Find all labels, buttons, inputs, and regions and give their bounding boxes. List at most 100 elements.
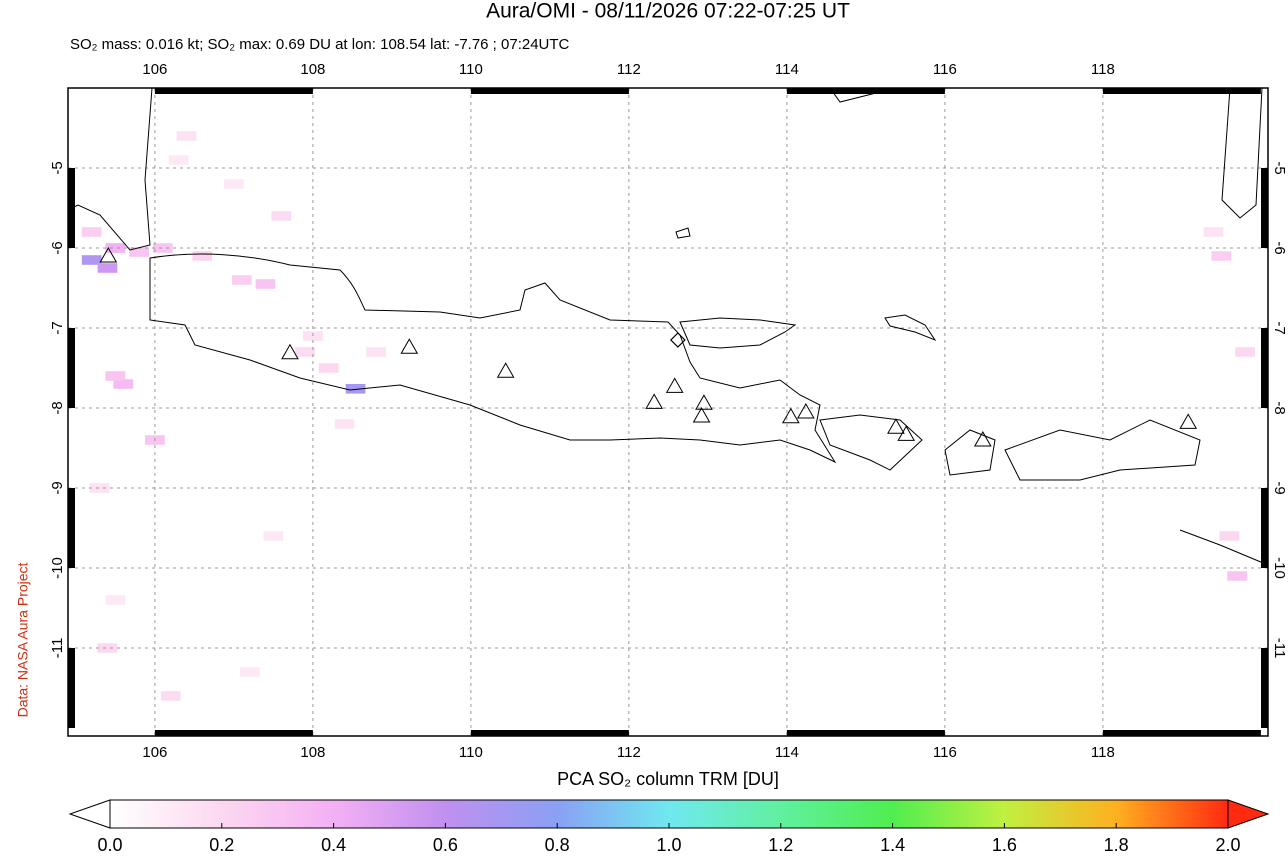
y-tick-label: -9	[49, 481, 66, 494]
so2-cell	[105, 595, 126, 605]
frame-bar	[786, 88, 945, 94]
y-tick-label: -7	[49, 321, 66, 334]
so2-cell	[366, 347, 386, 357]
colorbar-tick-label: 0.6	[433, 835, 458, 855]
colorbar-tick-label: 1.6	[992, 835, 1017, 855]
so2-cell	[295, 347, 315, 357]
colorbar-tick-label: 2.0	[1215, 835, 1240, 855]
volcano	[692, 406, 711, 423]
coastline	[149, 253, 837, 464]
frame-bar	[68, 168, 75, 248]
volcano	[665, 377, 684, 393]
x-tick-label: 112	[617, 61, 641, 78]
coastline	[944, 429, 996, 476]
so2-cell	[1227, 571, 1248, 581]
so2-cell	[152, 243, 173, 253]
frame-bar	[68, 648, 75, 728]
frame-bar	[68, 488, 75, 568]
so2-cell	[168, 155, 189, 165]
volcano	[400, 338, 419, 354]
x-tick-label: 116	[933, 744, 957, 761]
coastline	[884, 314, 937, 342]
y-tick-label: -8	[49, 401, 66, 414]
y-tick-label: -6	[49, 241, 66, 254]
markers	[99, 246, 1198, 447]
colorbar-tick-label: 1.8	[1104, 835, 1129, 855]
so2-cell	[239, 667, 260, 677]
colorbar-tick-label: 0.4	[321, 835, 346, 855]
so2-cell	[105, 371, 126, 381]
so2-cell	[345, 384, 366, 394]
colorbar-under	[68, 799, 111, 829]
frame-bar	[154, 730, 313, 736]
so2-cell	[224, 179, 244, 189]
so2-cell	[1219, 531, 1240, 541]
frame-bar	[154, 88, 313, 94]
volcano	[645, 393, 664, 409]
frame-bar	[1102, 88, 1261, 94]
x-tick-label: 106	[142, 61, 167, 78]
volcano	[781, 407, 800, 424]
colorbar-tick-label: 1.4	[880, 835, 905, 855]
frame-bar	[68, 328, 75, 408]
y-tick-label: -11	[1271, 638, 1288, 659]
so2-cell	[129, 247, 149, 257]
x-tick-label: 108	[300, 744, 325, 761]
chart-title: Aura/OMI - 08/11/2026 07:22-07:25 UT	[486, 0, 850, 23]
coastline	[675, 227, 691, 239]
colorbar-over	[1227, 799, 1270, 829]
frame-bar	[1261, 328, 1268, 408]
so2-cell	[81, 227, 102, 237]
volcano	[887, 418, 905, 434]
volcano	[695, 394, 713, 410]
x-tick-label: 118	[1091, 744, 1115, 761]
so2-cell	[255, 279, 276, 289]
colorbar-tick-label: 0.0	[97, 835, 122, 855]
frame-bar	[1261, 648, 1268, 728]
x-tick-label: 110	[459, 744, 483, 761]
so2-cell	[160, 691, 181, 701]
so2-cell	[113, 379, 134, 389]
so2-cell	[334, 419, 355, 429]
volcano	[973, 430, 992, 447]
x-tick-label: 112	[617, 744, 641, 761]
colorbar-tick-label: 1.0	[656, 835, 681, 855]
so2-cell	[97, 643, 118, 653]
x-tick-label: 114	[775, 744, 799, 761]
chart-subtitle: SO₂ mass: 0.016 kt; SO₂ max: 0.69 DU at …	[70, 36, 570, 53]
max-marker	[670, 332, 686, 348]
frame-bar	[1261, 488, 1268, 568]
x-tick-label: 108	[300, 61, 325, 78]
colorbar-tick-label: 0.2	[209, 835, 234, 855]
y-tick-label: -5	[1271, 161, 1288, 174]
so2-cell	[1235, 347, 1255, 357]
y-tick-label: -5	[49, 161, 66, 174]
x-tick-label: 116	[933, 61, 957, 78]
volcano	[99, 246, 118, 263]
volcano	[796, 402, 815, 419]
y-tick-label: -9	[1271, 481, 1288, 494]
frame-bar	[470, 730, 629, 736]
coastlines	[67, 87, 1269, 566]
so2-cell	[81, 255, 102, 265]
so2-cell	[231, 275, 252, 285]
so2-cell	[1211, 251, 1232, 261]
so2-cell	[97, 263, 118, 273]
coastline	[679, 317, 797, 349]
so2-layer	[81, 131, 1255, 701]
frame-bar	[1261, 168, 1268, 248]
volcano	[496, 362, 515, 378]
so2-cell	[263, 531, 284, 541]
so2-cell	[271, 211, 292, 221]
y-tick-label: -10	[1271, 557, 1288, 579]
colorbar-tick-label: 1.2	[768, 835, 793, 855]
volcano	[897, 425, 916, 441]
colorbar-label: PCA SO₂ column TRM [DU]	[557, 769, 779, 789]
so2-cell	[192, 251, 213, 261]
coastline	[819, 414, 923, 471]
y-tick-label: -6	[1271, 241, 1288, 254]
colorbar: 0.0 0.2 0.4 0.6 0.8 1.0 1.2 1.4 1.6 1.8 2.0	[68, 799, 1270, 855]
so2-cell	[176, 131, 197, 141]
so2-cell	[89, 483, 110, 493]
